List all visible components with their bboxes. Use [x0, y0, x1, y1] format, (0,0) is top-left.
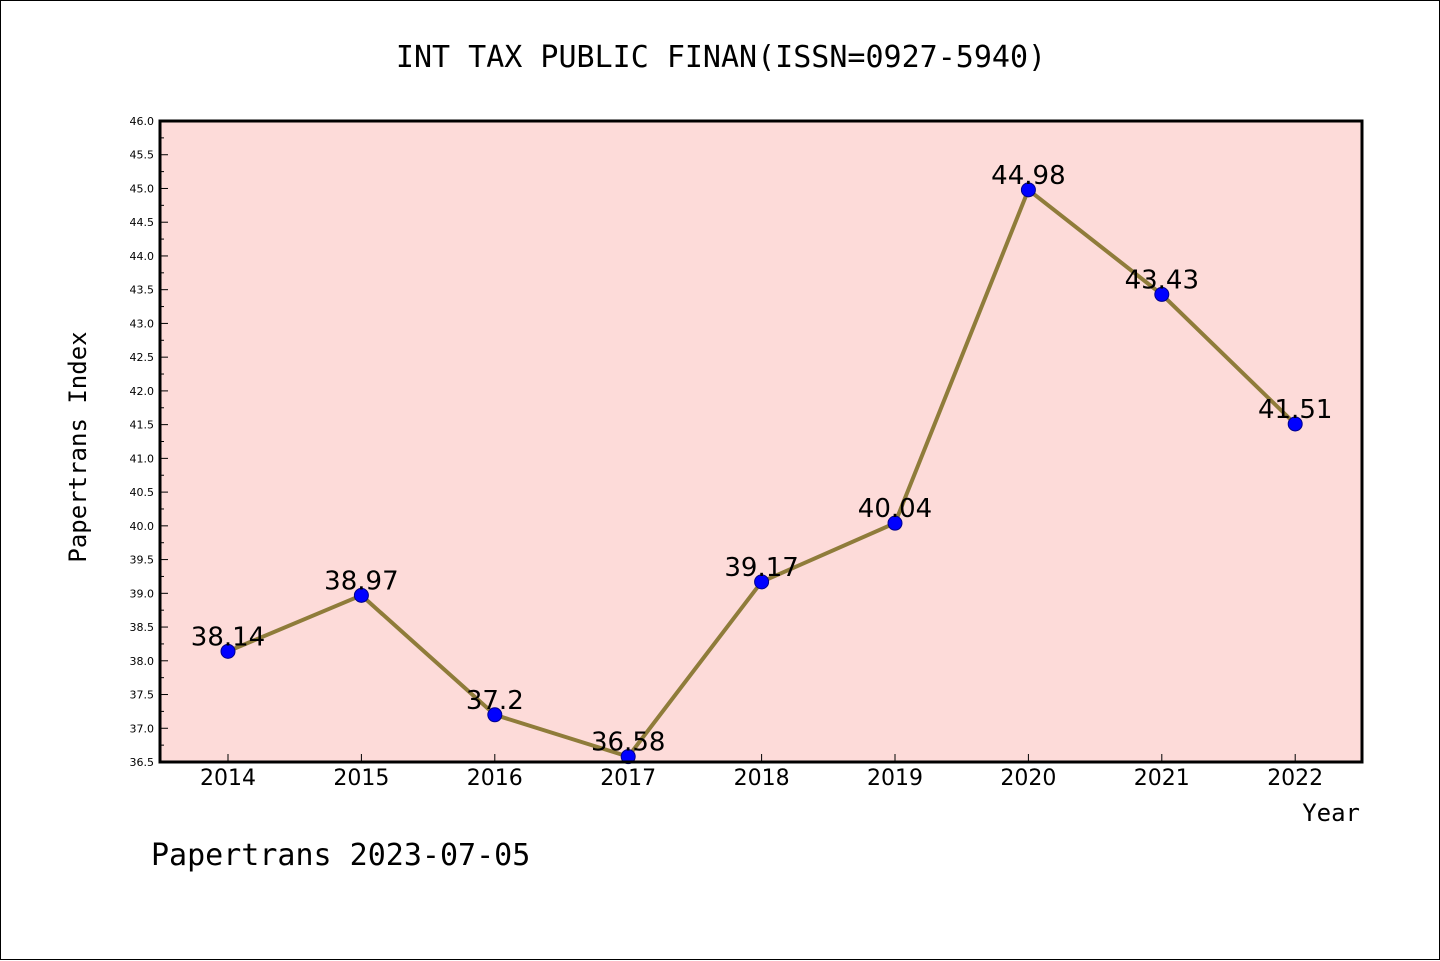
- y-tick-label: 38.0: [130, 655, 155, 668]
- y-tick-label: 40.0: [130, 520, 155, 533]
- series-line: [220, 182, 1303, 765]
- x-tick-label: 2022: [1267, 766, 1323, 791]
- data-point-marker: [1287, 416, 1303, 432]
- y-tick-label: 41.5: [130, 419, 155, 432]
- data-label: 43.43: [1125, 265, 1199, 295]
- x-axis-title: Year: [1302, 799, 1360, 827]
- y-tick-label: 43.0: [130, 317, 155, 330]
- y-tick-label: 40.5: [130, 486, 155, 499]
- y-tick-label: 39.0: [130, 587, 155, 600]
- y-tick-label: 36.5: [130, 756, 155, 769]
- data-label: 37.2: [466, 686, 524, 716]
- y-tick-label: 44.5: [130, 216, 155, 229]
- x-tick-label: 2016: [467, 766, 523, 791]
- y-tick-label: 44.0: [130, 250, 155, 263]
- x-tick-label: 2019: [867, 766, 923, 791]
- chart-title: INT TAX PUBLIC FINAN(ISSN=0927-5940): [396, 40, 1046, 75]
- x-tick-label: 2018: [734, 766, 790, 791]
- y-tick-label: 38.5: [130, 621, 155, 634]
- y-tick-label: 45.5: [130, 149, 155, 162]
- y-tick-label: 45.0: [130, 182, 155, 195]
- y-tick-label: 42.0: [130, 385, 155, 398]
- x-tick-label: 2020: [1000, 766, 1056, 791]
- data-label: 44.98: [991, 161, 1065, 191]
- data-point-marker: [887, 515, 903, 531]
- data-point-marker: [1154, 286, 1170, 302]
- y-tick-label: 43.5: [130, 284, 155, 297]
- data-label: 39.17: [724, 553, 798, 583]
- plot-border: [158, 119, 1364, 764]
- data-point-marker: [754, 574, 770, 590]
- data-point-marker: [1020, 182, 1036, 198]
- data-label: 38.14: [191, 622, 265, 652]
- y-tick-label: 46.0: [130, 115, 155, 128]
- data-label: 41.51: [1258, 395, 1332, 425]
- y-axis-title: Papertrans Index: [64, 331, 92, 562]
- x-tick-label: 2021: [1134, 766, 1190, 791]
- y-tick-label: 41.0: [130, 452, 155, 465]
- data-point-marker: [353, 587, 369, 603]
- plot-area: [160, 121, 1362, 762]
- y-tick-label: 39.5: [130, 554, 155, 567]
- x-tick-label: 2017: [600, 766, 656, 791]
- y-tick-label: 37.0: [130, 722, 155, 735]
- data-labels: 38.14 38.97 37.2 36.58 39.17 40.04 44.98 43.43 4…: [191, 161, 1333, 758]
- data-point-marker: [487, 707, 503, 723]
- data-label: 40.04: [858, 494, 932, 524]
- y-tick-label: 42.5: [130, 351, 155, 364]
- y-axis: 36.5 37.0 37.5 38.0 38.5 39.0 39.5 40.0 40.5 41.0…: [130, 115, 168, 769]
- y-tick-label: 37.5: [130, 689, 155, 702]
- data-point-marker: [620, 749, 636, 765]
- x-axis: 2014 2015 2016 2017 2018 2019 2020 2021 2022: [200, 754, 1323, 791]
- data-label: 36.58: [591, 728, 665, 758]
- x-tick-label: 2014: [200, 766, 256, 791]
- data-point-marker: [220, 643, 236, 659]
- data-label: 38.97: [324, 566, 398, 596]
- footer-text: Papertrans 2023-07-05: [151, 838, 530, 873]
- x-tick-label: 2015: [333, 766, 389, 791]
